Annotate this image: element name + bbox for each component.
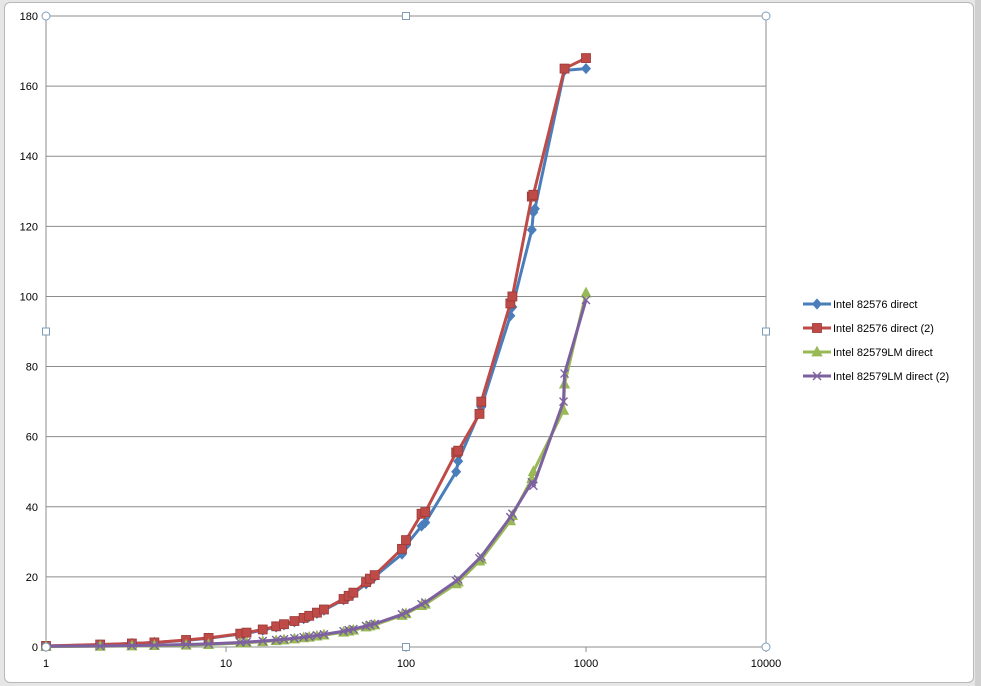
- data-point: [529, 203, 540, 215]
- legend-entry[interactable]: Intel 82576 direct: [803, 298, 917, 311]
- data-point: [581, 295, 591, 305]
- data-point: [279, 634, 289, 644]
- resize-handle-corner[interactable]: [41, 642, 51, 652]
- data-point: [319, 629, 329, 639]
- data-point: [271, 635, 281, 645]
- data-point: [420, 516, 431, 529]
- window-edge: [975, 0, 981, 686]
- data-point: [453, 574, 463, 584]
- data-point: [420, 507, 431, 517]
- y-tick-label: 80: [26, 362, 38, 374]
- data-point: [507, 291, 518, 302]
- x-tick-label: 1: [43, 658, 49, 670]
- resize-handle-edge[interactable]: [402, 643, 410, 651]
- data-point: [401, 608, 411, 618]
- data-point: [453, 455, 464, 467]
- y-tick-label: 20: [26, 572, 38, 584]
- data-point: [528, 481, 538, 491]
- data-point: [559, 63, 570, 74]
- data-point: [507, 509, 517, 519]
- data-point: [526, 224, 537, 236]
- selection-handles[interactable]: [41, 11, 771, 652]
- legend-marker: [811, 298, 823, 310]
- data-point: [289, 633, 299, 643]
- resize-handle-edge[interactable]: [402, 12, 410, 20]
- data-point: [528, 189, 539, 200]
- series-line[interactable]: [45, 292, 588, 649]
- resize-handle-corner[interactable]: [41, 11, 51, 21]
- legend-marker: [812, 323, 822, 333]
- x-tick-label: 10000: [751, 658, 782, 670]
- data-point: [476, 552, 486, 562]
- data-point: [348, 587, 359, 598]
- axes: 0 20 40 60 80 100 120 140 160 180 1 10 100 1000 10000: [20, 11, 782, 670]
- data-point: [580, 62, 592, 75]
- legend-entry[interactable]: Intel 82576 direct (2): [803, 323, 934, 335]
- data-point: [289, 616, 300, 626]
- y-tick-label: 0: [32, 642, 38, 654]
- data-point: [319, 604, 329, 615]
- y-tick-label: 120: [20, 221, 38, 233]
- resize-handle-edge[interactable]: [762, 327, 770, 336]
- data-point: [474, 408, 485, 419]
- data-point: [559, 397, 569, 407]
- legend-entry[interactable]: Intel 82579LM direct: [803, 345, 933, 360]
- legend[interactable]: Intel 82576 direct Intel 82576 direct (2)…: [803, 298, 949, 383]
- data-point: [397, 543, 407, 554]
- data-point: [348, 624, 358, 634]
- data-point: [420, 597, 430, 607]
- data-point: [453, 445, 464, 456]
- x-tick-label: 1000: [574, 658, 598, 670]
- y-tick-label: 60: [26, 432, 38, 444]
- y-tick-label: 40: [26, 502, 38, 514]
- data-point: [527, 465, 540, 477]
- data-point: [204, 639, 214, 649]
- data-point: [258, 636, 268, 646]
- data-point: [95, 641, 105, 651]
- y-tick-label: 180: [20, 11, 38, 23]
- data-point: [560, 369, 570, 379]
- data-point: [242, 637, 252, 647]
- series-1[interactable]: [40, 62, 592, 652]
- x-tick-label: 100: [397, 658, 415, 670]
- data-point: [401, 535, 411, 545]
- series-line[interactable]: [45, 56, 587, 648]
- y-tick-label: 140: [20, 151, 38, 163]
- data-point: [241, 627, 252, 638]
- legend-label: Intel 82576 direct (2): [833, 323, 934, 335]
- resize-handle-corner[interactable]: [761, 11, 771, 21]
- data-point: [370, 619, 380, 629]
- x-tick-label: 10: [220, 658, 232, 670]
- data-point: [369, 570, 380, 581]
- chart-area[interactable]: [4, 2, 974, 683]
- data-point: [451, 466, 462, 478]
- legend-label: Intel 82579LM direct (2): [833, 371, 949, 383]
- series-line[interactable]: [45, 299, 588, 648]
- y-tick-label: 100: [20, 291, 38, 303]
- series-4[interactable]: [41, 295, 591, 651]
- data-point: [127, 641, 137, 651]
- series-line[interactable]: [45, 67, 587, 648]
- series-2[interactable]: [41, 53, 591, 651]
- plot-series: [40, 53, 592, 652]
- data-point: [580, 286, 592, 298]
- legend-label: Intel 82579LM direct: [833, 347, 933, 359]
- y-tick-label: 160: [20, 81, 38, 93]
- legend-entry[interactable]: Intel 82579LM direct (2): [803, 371, 949, 383]
- resize-handle-corner[interactable]: [761, 642, 771, 652]
- legend-label: Intel 82576 direct: [833, 299, 917, 311]
- data-point: [257, 624, 268, 635]
- data-point: [476, 396, 487, 407]
- data-point: [181, 640, 191, 650]
- data-point: [149, 640, 159, 650]
- series-3[interactable]: [40, 286, 592, 652]
- resize-handle-edge[interactable]: [42, 327, 50, 336]
- data-point: [581, 53, 591, 63]
- data-point: [312, 630, 322, 640]
- legend-marker: [812, 371, 822, 381]
- data-point: [279, 619, 289, 630]
- legend-marker: [811, 345, 823, 357]
- data-point: [304, 631, 314, 641]
